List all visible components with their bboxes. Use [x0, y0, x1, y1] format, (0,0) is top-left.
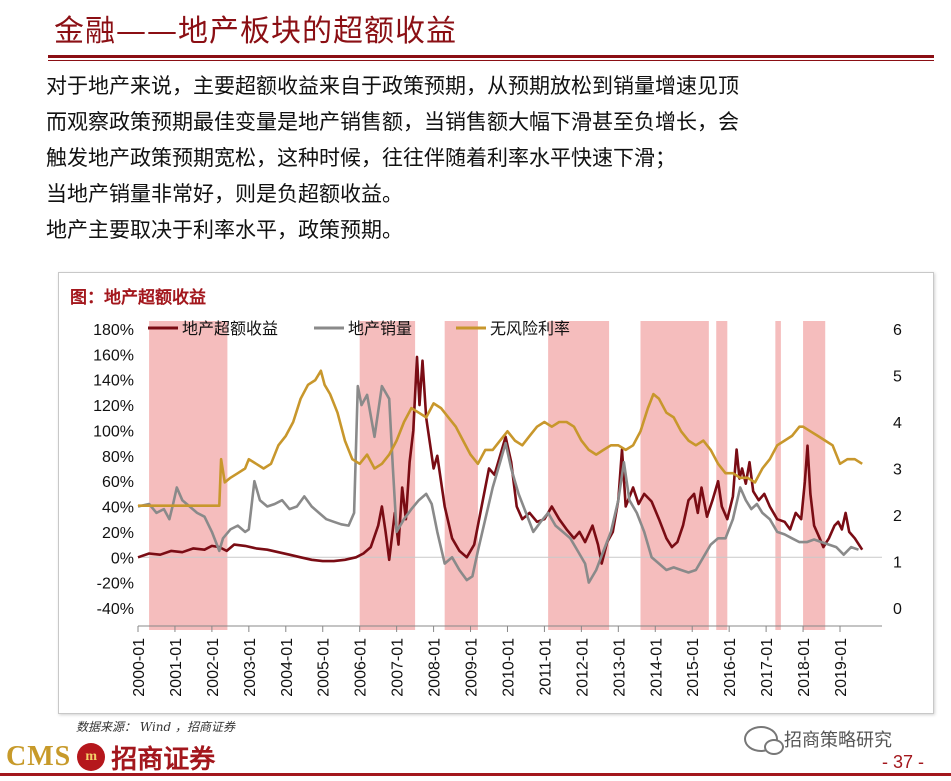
- title-rule-thin: [48, 60, 934, 61]
- logo-latin: CMS: [6, 741, 72, 772]
- body-text: 对于地产来说，主要超额收益来自于政策预期，从预期放松到销量增速见顶 而观察政策预…: [46, 68, 946, 248]
- x-tick-label: 2013-01: [611, 638, 628, 697]
- legend-label: 地产超额收益: [182, 319, 278, 338]
- series-line: [137, 384, 859, 584]
- shaded-periods: [149, 321, 826, 630]
- watermark-text: 招商策略研究: [784, 730, 892, 751]
- series-line: [138, 369, 863, 507]
- paragraph-line: 地产主要取决于利率水平，政策预期。: [46, 218, 403, 242]
- x-tick-label: 2016-01: [722, 638, 739, 697]
- title-rule: [48, 55, 934, 58]
- shaded-period: [149, 321, 228, 630]
- x-tick-label: 2006-01: [353, 638, 370, 697]
- paragraph-line: 当地产销量非常好，则是负超额收益。: [46, 182, 403, 206]
- y-left-tick-label: -20%: [97, 576, 134, 593]
- page-title: 金融——地产板块的超额收益: [54, 14, 457, 49]
- paragraph-line: 而观察政策预期最佳变量是地产销售额，当销售额大幅下滑甚至负增长，会: [46, 110, 739, 134]
- wechat-icon: [744, 726, 784, 755]
- footer-rule: [0, 773, 951, 776]
- series-line: [137, 355, 864, 565]
- y-left-tick-label: 80%: [102, 449, 134, 466]
- shaded-period: [803, 321, 826, 630]
- watermark: 招商策略研究: [744, 726, 892, 755]
- y-left-tick-label: 180%: [93, 322, 134, 339]
- y-left-tick-label: 140%: [93, 373, 134, 390]
- legend-label: 地产销量: [348, 319, 412, 338]
- y-right-tick-label: 2: [893, 508, 902, 525]
- y-left-tick-label: 120%: [93, 398, 134, 415]
- y-left-tick-label: -40%: [97, 601, 134, 618]
- shaded-period: [359, 321, 416, 630]
- x-tick-label: 2005-01: [316, 638, 333, 697]
- paragraph-line: 触发地产政策预期宽松，这种时候，往往伴随着利率水平快速下滑；: [46, 146, 676, 170]
- x-tick-label: 2012-01: [574, 638, 591, 697]
- y-right-tick-label: 0: [893, 601, 902, 618]
- company-logo: CMS m 招商证券: [6, 740, 216, 775]
- chart-series: [137, 355, 864, 584]
- x-tick-label: 2019-01: [833, 638, 850, 697]
- x-tick-label: 2007-01: [390, 638, 407, 697]
- x-tick-label: 2014-01: [648, 638, 665, 697]
- y-left-tick-label: 160%: [93, 347, 134, 364]
- logo-cn: 招商证券: [111, 744, 216, 775]
- y-right-tick-label: 5: [893, 369, 902, 386]
- shaded-period: [716, 321, 728, 630]
- chart: -40% -20% 0% 20% 40% 60% 80% 100% 120% 140% 160% 18…: [93, 319, 902, 697]
- page-number: - 37 -: [882, 752, 925, 772]
- x-tick-label: 2008-01: [427, 638, 444, 697]
- y-right-tick-label: 3: [893, 462, 902, 479]
- y-left-tick-label: 20%: [102, 525, 134, 542]
- chart-axes: -40% -20% 0% 20% 40% 60% 80% 100% 120% 140% 160% 18…: [93, 322, 902, 697]
- y-left-tick-label: 40%: [102, 500, 134, 517]
- chart-legend: 地产超额收益 地产销量 无风险利率: [148, 319, 570, 338]
- x-tick-label: 2003-01: [242, 638, 259, 697]
- legend-label: 无风险利率: [490, 319, 570, 338]
- y-right-tick-label: 6: [893, 322, 902, 339]
- shaded-period: [548, 321, 610, 630]
- x-tick-label: 2010-01: [500, 638, 517, 697]
- y-left-tick-label: 100%: [93, 423, 134, 440]
- y-left-tick-label: 60%: [102, 474, 134, 491]
- shaded-period: [444, 321, 478, 630]
- paragraph-line: 对于地产来说，主要超额收益来自于政策预期，从预期放松到销量增速见顶: [46, 74, 739, 98]
- y-right-tick-label: 4: [893, 415, 902, 432]
- x-tick-label: 2004-01: [279, 638, 296, 697]
- y-left-tick-label: 0%: [111, 550, 134, 567]
- shaded-period: [775, 321, 781, 630]
- logo-badge-icon: m: [77, 743, 106, 771]
- y-right-tick-label: 1: [893, 555, 902, 572]
- chart-caption: 图：地产超额收益: [70, 288, 206, 307]
- x-tick-label: 2001-01: [168, 638, 185, 697]
- shaded-period: [640, 321, 709, 630]
- x-tick-label: 2011-01: [537, 638, 554, 696]
- x-tick-label: 2009-01: [464, 638, 481, 697]
- x-tick-label: 2002-01: [205, 638, 222, 697]
- x-tick-label: 2015-01: [685, 638, 702, 697]
- data-source: 数据来源： Wind ，招商证券: [76, 720, 236, 734]
- x-tick-label: 2017-01: [759, 638, 776, 697]
- x-tick-label: 2000-01: [131, 638, 148, 697]
- x-tick-label: 2018-01: [796, 638, 813, 697]
